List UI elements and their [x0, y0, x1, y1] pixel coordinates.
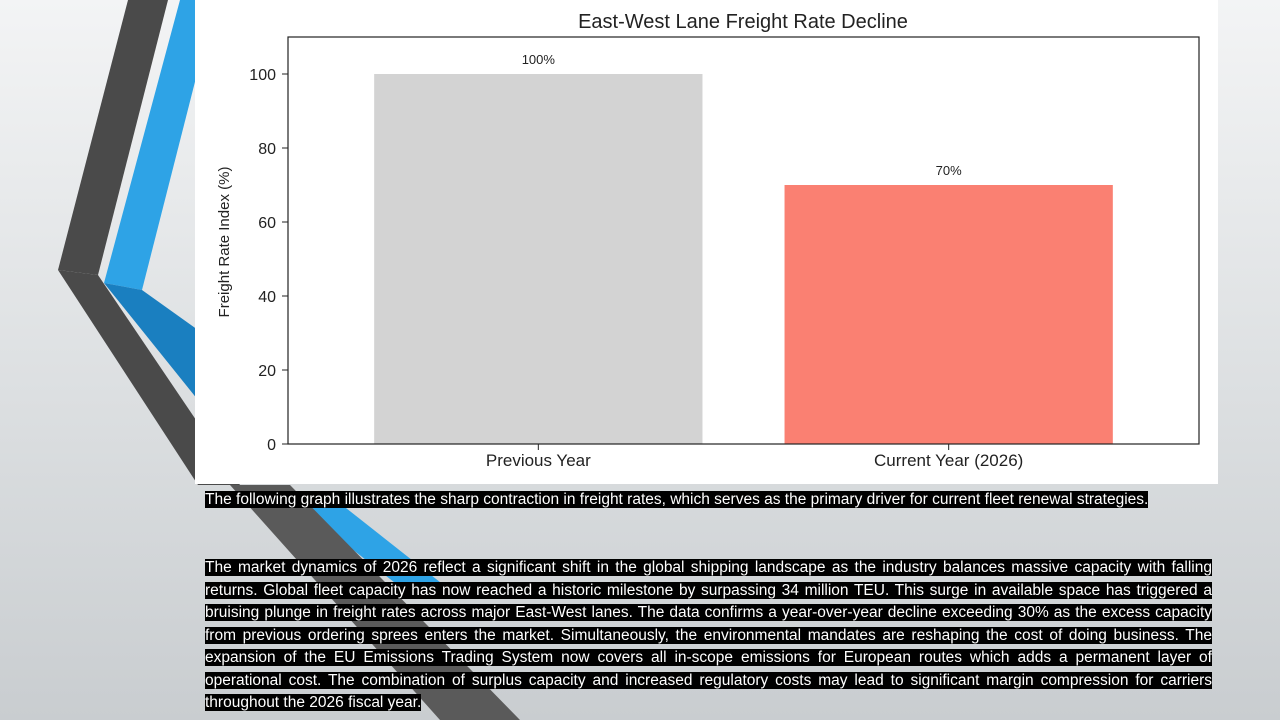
- x-tick-label: Current Year (2026): [874, 451, 1023, 470]
- bar-data-label: 100%: [522, 52, 556, 67]
- market-dynamics-paragraph: The market dynamics of 2026 reflect a si…: [205, 557, 1212, 715]
- y-tick-label: 100: [249, 67, 276, 84]
- y-tick-label: 20: [258, 363, 276, 380]
- y-tick-label: 40: [258, 289, 276, 306]
- bar-previous-year: [374, 74, 703, 444]
- dark-chevron-lower: [58, 270, 240, 485]
- market-dynamics-text: The market dynamics of 2026 reflect a si…: [205, 559, 1212, 711]
- graph-caption: The following graph illustrates the shar…: [205, 489, 1212, 512]
- y-tick-label: 60: [258, 215, 276, 232]
- freight-rate-bar-chart: East-West Lane Freight Rate Decline Frei…: [216, 11, 1200, 470]
- blue-chevron-upper: [104, 0, 198, 290]
- y-tick-label: 80: [258, 141, 276, 158]
- plot-frame: [287, 36, 1200, 445]
- y-tick-label: 0: [267, 437, 276, 454]
- x-tick-label: Previous Year: [486, 451, 591, 470]
- blue-chevron-lower: [104, 283, 198, 400]
- chart-panel: East-West Lane Freight Rate Decline Frei…: [195, 0, 1218, 484]
- chart-title: East-West Lane Freight Rate Decline: [578, 11, 908, 33]
- y-axis-label: Freight Rate Index (%): [216, 167, 233, 318]
- graph-caption-text: The following graph illustrates the shar…: [205, 491, 1149, 508]
- bar-data-label: 70%: [936, 163, 962, 178]
- dark-chevron-upper: [58, 0, 168, 275]
- bar-current-year: [784, 185, 1113, 444]
